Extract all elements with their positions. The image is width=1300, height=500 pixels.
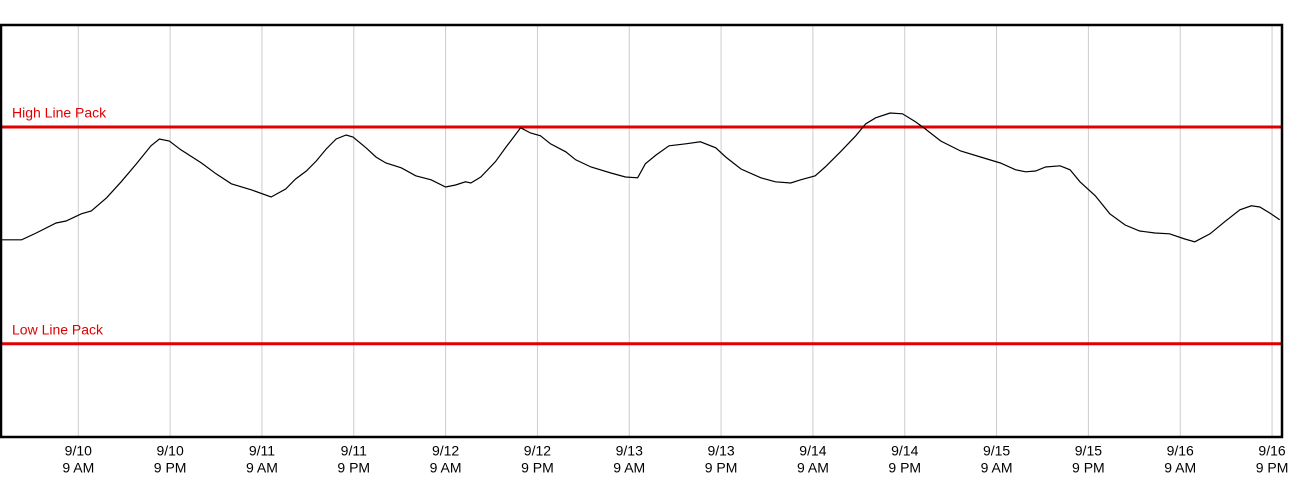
x-tick-label: 9/10 (65, 443, 92, 459)
x-tick-label: 9 AM (613, 460, 645, 476)
x-tick-label: 9/11 (249, 443, 275, 459)
x-tick-label: 9/14 (799, 443, 826, 459)
x-tick-label: 9/14 (891, 443, 918, 459)
x-tick-label: 9/12 (524, 443, 551, 459)
reference-label: Low Line Pack (12, 322, 104, 338)
plot-frame (0, 23, 1284, 439)
x-tick-label: 9 AM (62, 460, 94, 476)
x-tick-label: 9/16 (1167, 443, 1194, 459)
x-tick-label: 9 PM (1256, 460, 1289, 476)
x-tick-label: 9/10 (156, 443, 183, 459)
x-tick-label: 9 PM (337, 460, 370, 476)
x-tick-label: 9 PM (1072, 460, 1105, 476)
x-tick-label: 9 AM (1164, 460, 1196, 476)
x-tick-label: 9 AM (981, 460, 1013, 476)
x-tick-label: 9/13 (616, 443, 643, 459)
x-tick-label: 9/13 (707, 443, 734, 459)
x-tick-label: 9/15 (983, 443, 1010, 459)
x-tick-label: 9 AM (246, 460, 278, 476)
reference-label: High Line Pack (12, 105, 107, 121)
x-tick-label: 9 AM (797, 460, 829, 476)
data-line (1, 112, 1281, 243)
x-tick-label: 9 AM (430, 460, 462, 476)
x-tick-label: 9/15 (1075, 443, 1102, 459)
x-tick-label: 9 PM (888, 460, 921, 476)
x-tick-label: 9/16 (1258, 443, 1285, 459)
x-tick-label: 9/12 (432, 443, 459, 459)
x-tick-label: 9/11 (341, 443, 367, 459)
x-tick-label: 9 PM (521, 460, 554, 476)
x-tick-label: 9 PM (705, 460, 738, 476)
x-tick-label: 9 PM (154, 460, 187, 476)
